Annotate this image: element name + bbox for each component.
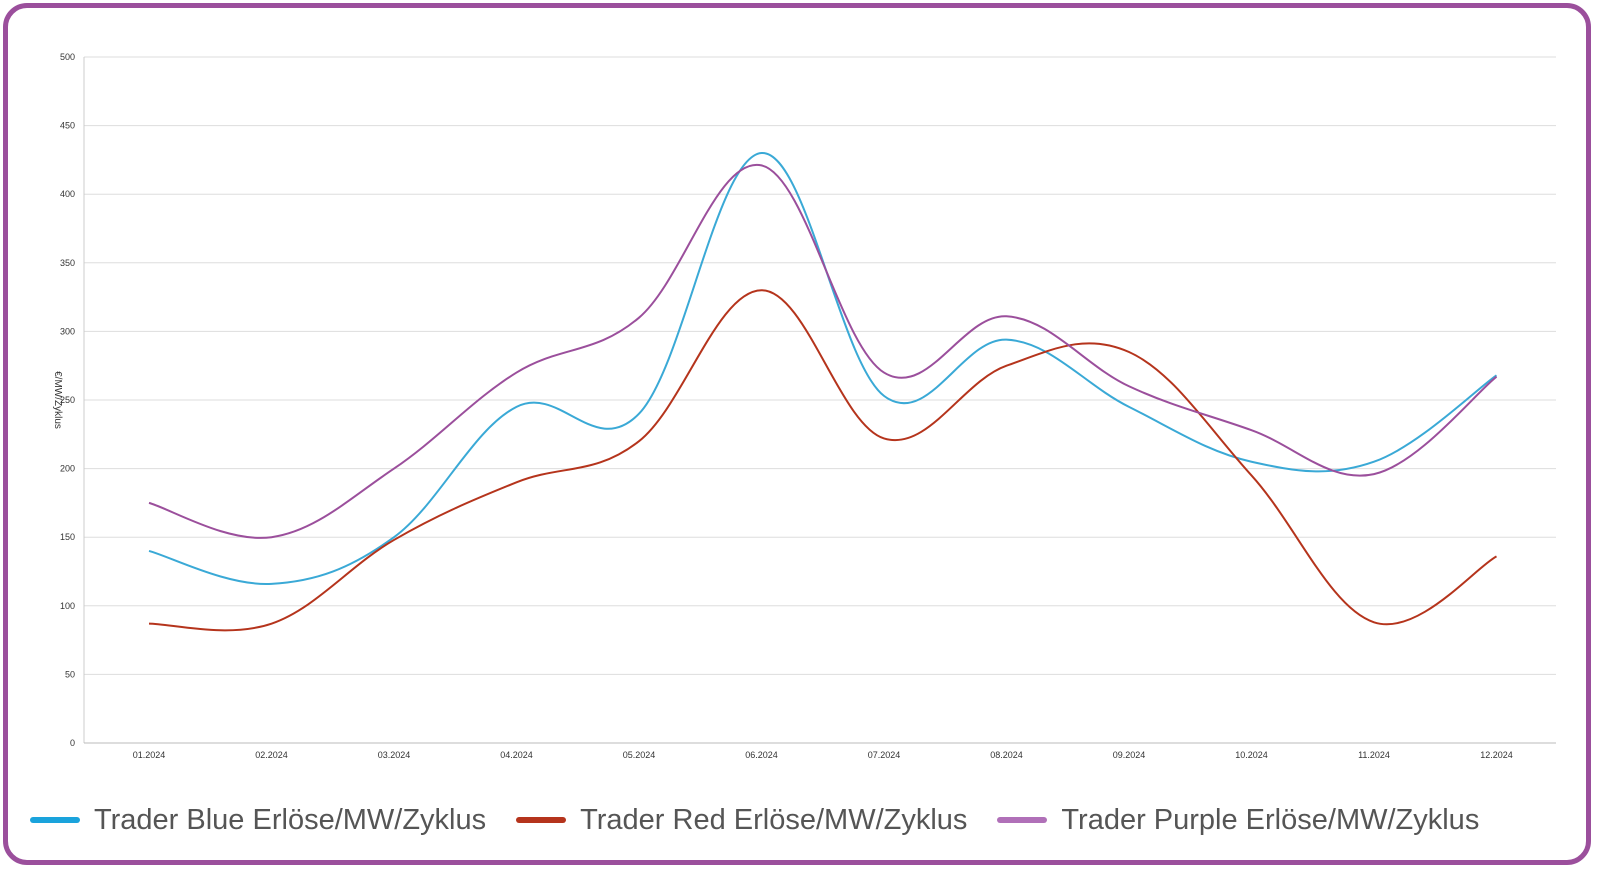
legend-item-red[interactable]: Trader Red Erlöse/MW/Zyklus bbox=[516, 804, 967, 837]
legend-label-purple: Trader Purple Erlöse/MW/Zyklus bbox=[1061, 803, 1480, 836]
y-tick-250: 250 bbox=[60, 395, 75, 405]
series-line-purple bbox=[148, 164, 1498, 539]
chart-frame bbox=[3, 3, 1591, 865]
x-tick-12.2024: 12.2024 bbox=[1480, 750, 1513, 760]
y-tick-150: 150 bbox=[60, 532, 75, 542]
legend-swatch-red bbox=[516, 817, 567, 823]
x-tick-06.2024: 06.2024 bbox=[745, 750, 778, 760]
x-tick-labels: 01.2024 02.2024 03.2024 04.2024 05.2024 06.20… bbox=[133, 750, 1513, 760]
x-tick-08.2024: 08.2024 bbox=[990, 750, 1023, 760]
y-tick-labels: 0 50 100 150 200 250 300 350 400 450 500 bbox=[60, 52, 75, 748]
y-tick-300: 300 bbox=[60, 326, 75, 336]
y-tick-400: 400 bbox=[60, 189, 75, 199]
y-tick-350: 350 bbox=[60, 258, 75, 268]
x-tick-02.2024: 02.2024 bbox=[255, 750, 288, 760]
x-tick-04.2024: 04.2024 bbox=[500, 750, 533, 760]
legend: Trader Blue Erlöse/MW/Zyklus Trader Red … bbox=[30, 800, 1570, 840]
x-tick-11.2024: 11.2024 bbox=[1358, 750, 1390, 760]
y-tick-0: 0 bbox=[70, 738, 75, 748]
legend-label-red: Trader Red Erlöse/MW/Zyklus bbox=[580, 803, 968, 836]
legend-label-blue: Trader Blue Erlöse/MW/Zyklus bbox=[94, 803, 487, 836]
x-tick-01.2024: 01.2024 bbox=[133, 750, 166, 760]
series-line-blue bbox=[148, 152, 1498, 585]
legend-item-blue[interactable]: Trader Blue Erlöse/MW/Zyklus bbox=[30, 804, 486, 837]
legend-item-purple[interactable]: Trader Purple Erlöse/MW/Zyklus bbox=[997, 804, 1479, 837]
y-tick-500: 500 bbox=[60, 52, 75, 62]
y-tick-450: 450 bbox=[60, 121, 75, 131]
y-axis-label: €/MW/Zyklus bbox=[52, 371, 63, 429]
series-lines bbox=[148, 152, 1498, 632]
y-tick-100: 100 bbox=[60, 601, 75, 611]
x-tick-09.2024: 09.2024 bbox=[1113, 750, 1146, 760]
legend-swatch-blue bbox=[30, 817, 80, 823]
y-tick-50: 50 bbox=[65, 669, 75, 679]
y-tick-200: 200 bbox=[60, 464, 75, 474]
grid-lines bbox=[84, 56, 1556, 675]
legend-swatch-purple bbox=[997, 817, 1048, 823]
axes bbox=[83, 57, 1556, 744]
series-line-red bbox=[148, 289, 1497, 632]
x-tick-05.2024: 05.2024 bbox=[623, 750, 656, 760]
x-tick-10.2024: 10.2024 bbox=[1235, 750, 1268, 760]
x-tick-03.2024: 03.2024 bbox=[378, 750, 411, 760]
x-tick-07.2024: 07.2024 bbox=[868, 750, 901, 760]
